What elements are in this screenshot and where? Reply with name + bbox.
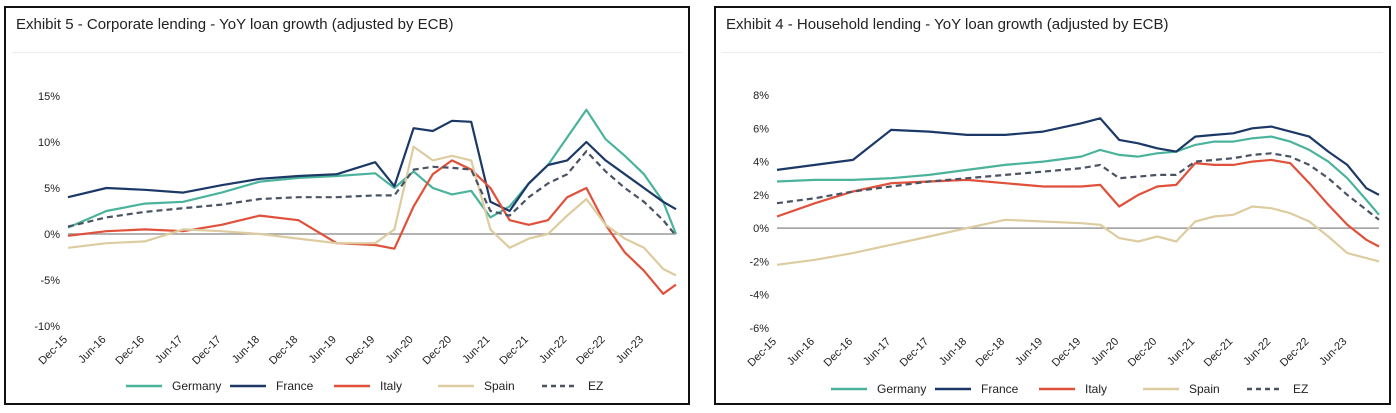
x-tick-label: Jun-21 [1165, 336, 1197, 368]
x-tick-label: Dec-17 [898, 336, 932, 370]
y-tick-label: -6% [749, 323, 769, 335]
y-tick-label: 4% [753, 157, 769, 169]
y-tick-label: 15% [38, 91, 60, 103]
title-divider [722, 52, 1383, 53]
series-line-france [776, 117, 1380, 196]
series-line-germany [776, 135, 1380, 216]
x-tick-label: Jun-22 [537, 334, 569, 366]
x-tick-label: Jun-16 [785, 336, 817, 368]
y-tick-label: 10% [38, 137, 60, 149]
x-tick-label: Dec-22 [574, 334, 608, 368]
x-tick-label: Dec-19 [1050, 336, 1084, 370]
legend-label-germany: Germany [172, 379, 221, 393]
legend-label-spain: Spain [1189, 382, 1220, 396]
x-tick-label: Dec-21 [1202, 336, 1236, 370]
series-line-france [67, 119, 677, 213]
x-tick-label: Jun-17 [153, 334, 185, 366]
x-tick-label: Dec-18 [974, 336, 1008, 370]
x-tick-label: Jun-23 [1317, 336, 1349, 368]
y-tick-label: 5% [44, 183, 60, 195]
y-tick-label: -10% [34, 321, 60, 333]
series-line-germany [67, 108, 678, 235]
x-tick-label: Dec-16 [113, 334, 147, 368]
x-tick-label: Jun-18 [230, 334, 262, 366]
x-tick-label: Jun-19 [307, 334, 339, 366]
legend-label-france: France [981, 382, 1019, 396]
household-lending-chart: 8%6%4%2%0%-2%-4%-6%Dec-15 Jun-16 Dec-16 Jun… [746, 90, 1380, 396]
x-tick-label: Jun-18 [937, 336, 969, 368]
x-tick-label: Jun-20 [1089, 336, 1121, 368]
y-tick-label: -2% [749, 256, 769, 268]
chart-title: Exhibit 5 - Corporate lending - YoY loan… [16, 16, 454, 33]
x-tick-label: Jun-22 [1241, 336, 1273, 368]
series-line-italy [776, 158, 1380, 248]
x-tick-label: Dec-22 [1278, 336, 1312, 370]
y-tick-label: -5% [40, 275, 60, 287]
series-line-ez [67, 150, 677, 237]
series-line-italy [67, 159, 677, 295]
household-lending-panel: Exhibit 4 - Household lending - YoY loan… [714, 6, 1391, 405]
y-tick-label: 6% [753, 123, 769, 135]
x-tick-label: Dec-19 [344, 334, 378, 368]
y-tick-label: 0% [44, 229, 60, 241]
x-tick-label: Jun-20 [383, 334, 415, 366]
x-tick-label: Jun-17 [861, 336, 893, 368]
chart-title: Exhibit 4 - Household lending - YoY loan… [726, 16, 1169, 33]
y-tick-label: -4% [749, 290, 769, 302]
corporate-lending-chart: 15%10%5%0%-5%-10%Dec-15 Jun-16 Dec-16 Jun-1… [34, 91, 678, 393]
legend-label-italy: Italy [380, 379, 402, 393]
x-tick-label: Dec-18 [267, 334, 301, 368]
x-tick-label: Dec-15 [746, 336, 780, 370]
y-tick-label: 2% [753, 190, 769, 202]
legend-label-spain: Spain [484, 379, 515, 393]
corporate-lending-panel: Exhibit 5 - Corporate lending - YoY loan… [4, 6, 690, 405]
x-tick-label: Dec-17 [190, 334, 224, 368]
x-tick-label: Dec-20 [1126, 336, 1160, 370]
x-tick-label: Jun-23 [614, 334, 646, 366]
y-tick-label: 8% [753, 90, 769, 102]
legend-label-ez: EZ [1293, 382, 1308, 396]
series-line-spain [67, 145, 677, 277]
legend-label-ez: EZ [588, 379, 603, 393]
x-tick-label: Dec-20 [421, 334, 455, 368]
legend-label-italy: Italy [1085, 382, 1107, 396]
x-tick-label: Jun-16 [76, 334, 108, 366]
series-line-ez [776, 152, 1380, 221]
legend-label-germany: Germany [877, 382, 926, 396]
title-divider [12, 52, 682, 53]
x-tick-label: Dec-15 [37, 334, 71, 368]
y-tick-label: 0% [753, 223, 769, 235]
legend-label-france: France [276, 379, 314, 393]
x-tick-label: Jun-21 [460, 334, 492, 366]
x-tick-label: Jun-19 [1013, 336, 1045, 368]
x-tick-label: Dec-21 [497, 334, 531, 368]
x-tick-label: Dec-16 [822, 336, 856, 370]
series-line-spain [776, 205, 1380, 266]
